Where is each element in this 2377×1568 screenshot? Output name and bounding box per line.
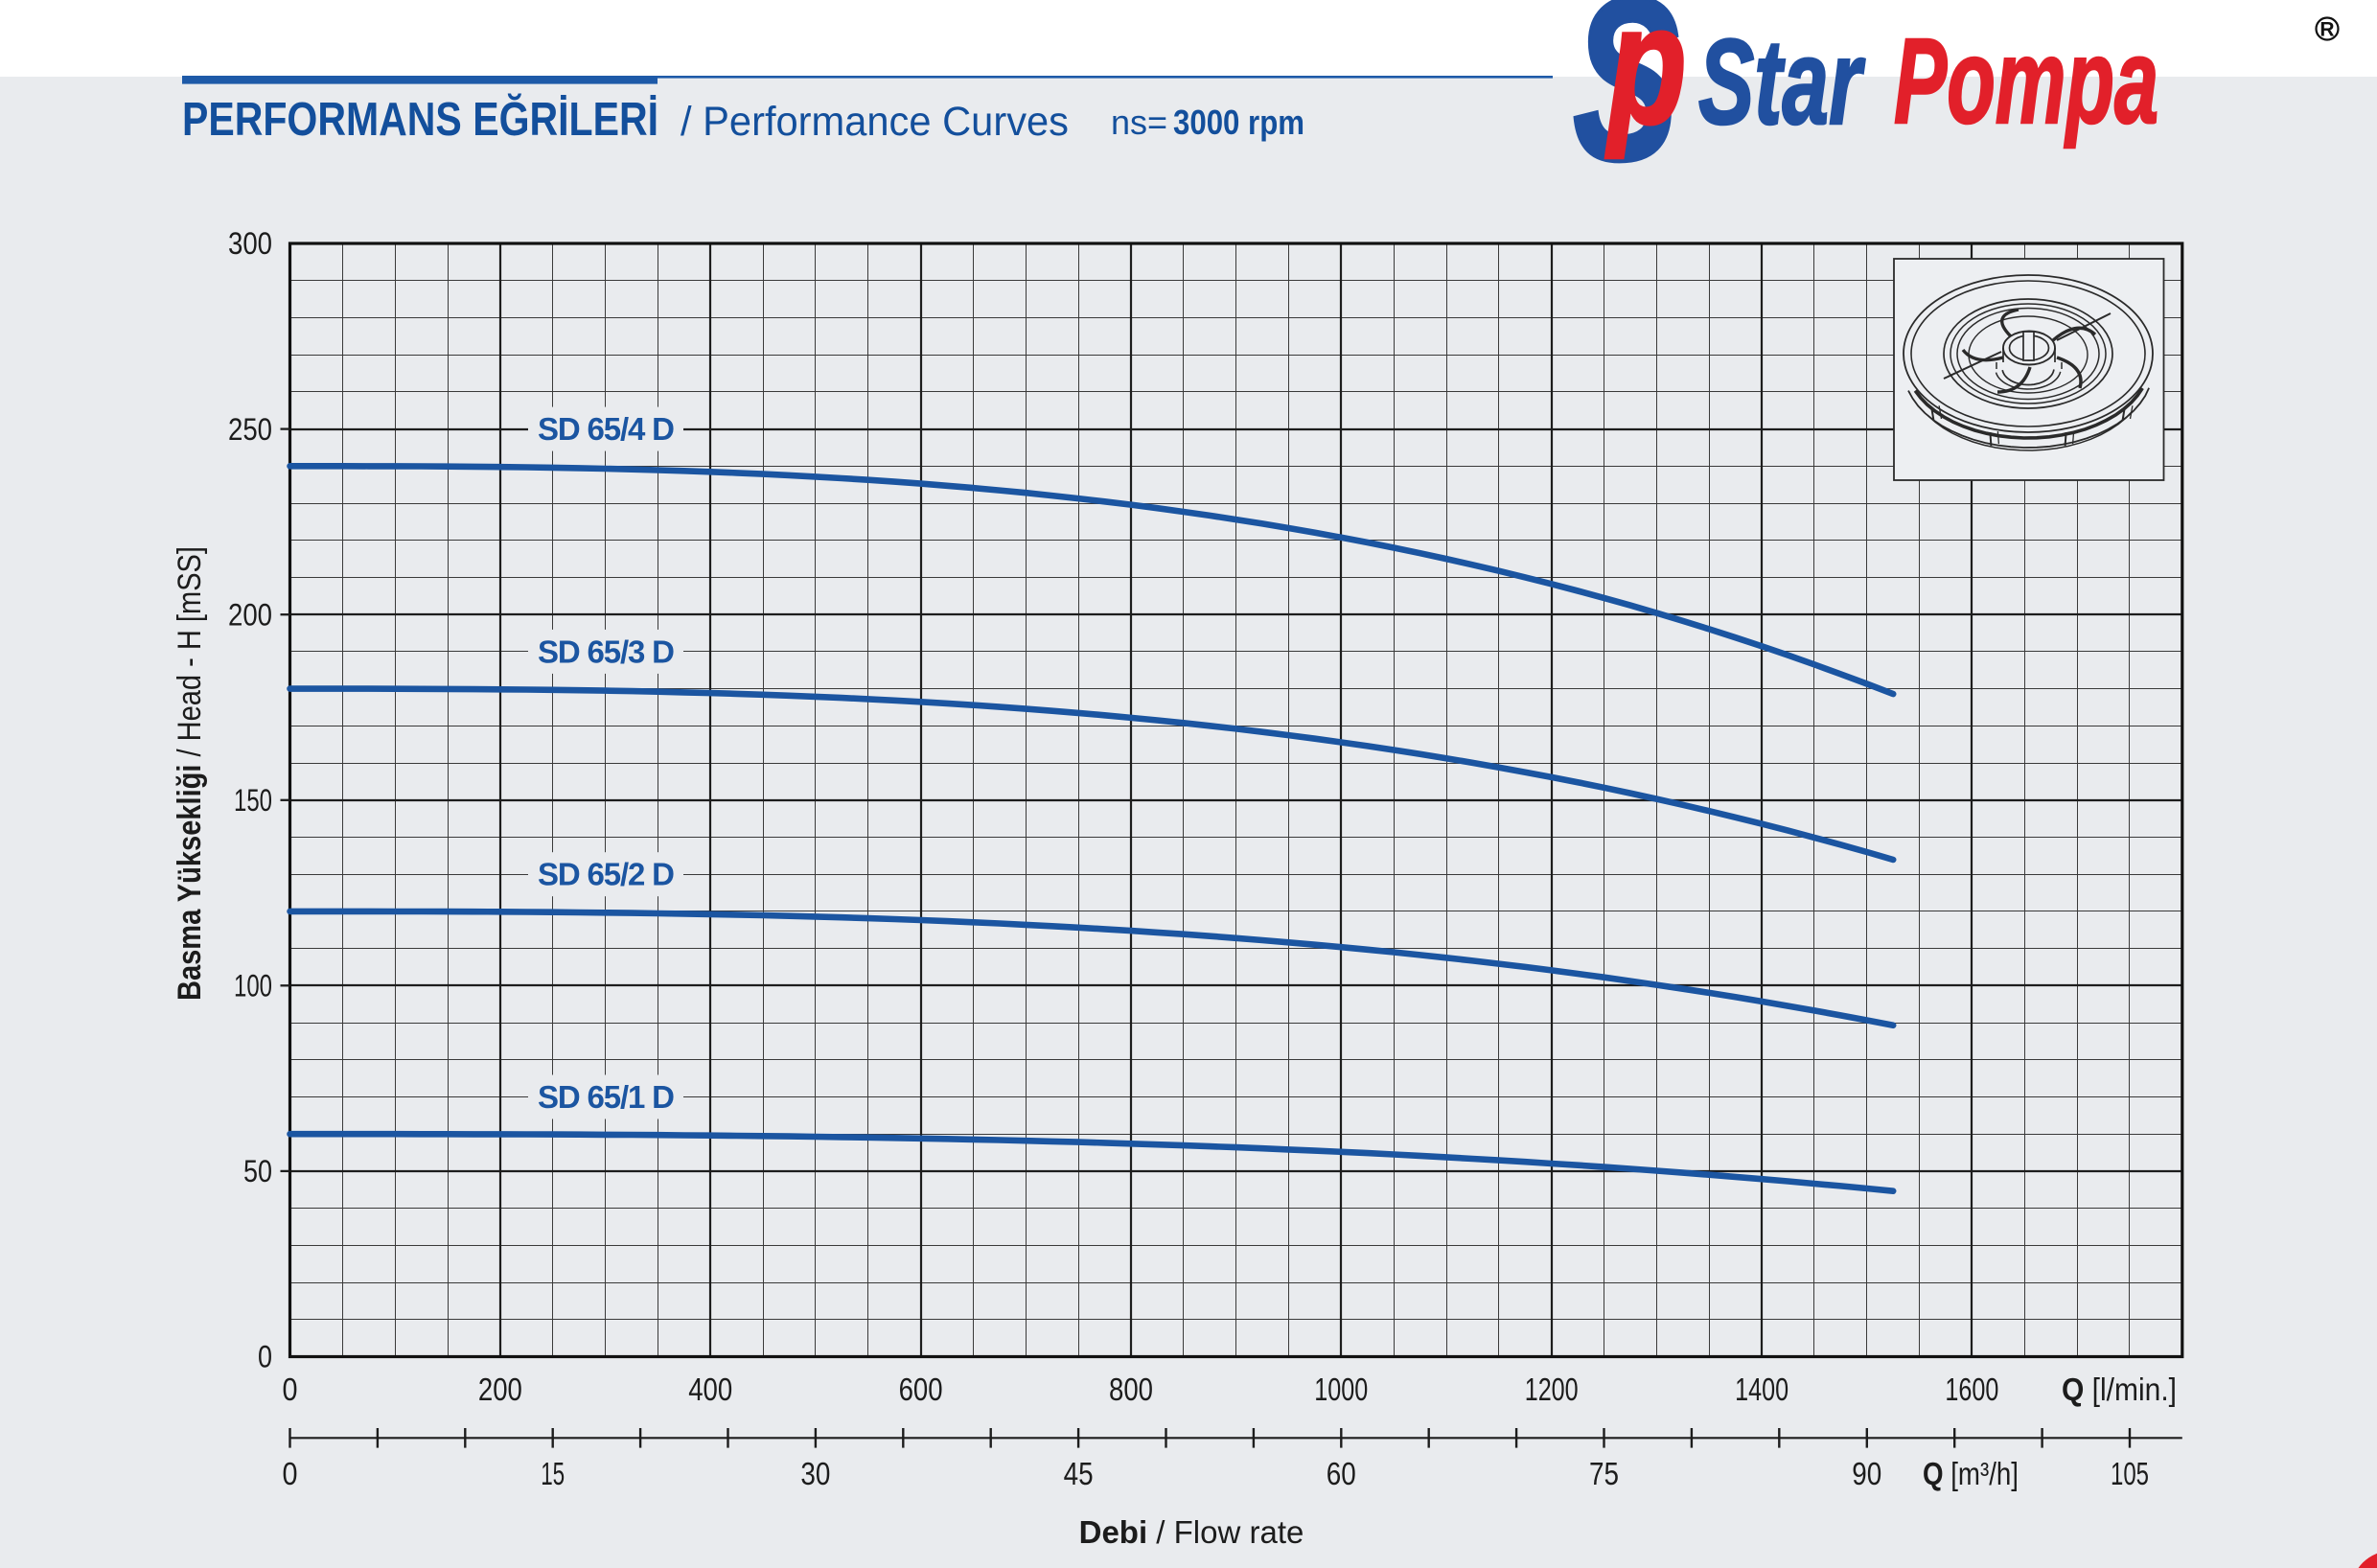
- svg-text:SD 65/3 D: SD 65/3 D: [538, 634, 675, 669]
- svg-text:0: 0: [283, 1372, 298, 1407]
- svg-text:Star: Star: [1698, 14, 1865, 150]
- svg-text:p: p: [1605, 0, 1687, 159]
- svg-text:R: R: [2319, 19, 2334, 41]
- svg-text:1600: 1600: [1945, 1372, 1998, 1407]
- svg-text:Basma Yüksekliği / Head - H [m: Basma Yüksekliği / Head - H [mSS]: [172, 546, 208, 1001]
- svg-text:SD 65/2 D: SD 65/2 D: [538, 857, 675, 892]
- svg-text:0: 0: [283, 1456, 298, 1491]
- svg-text:300: 300: [228, 226, 272, 261]
- svg-text:400: 400: [688, 1372, 732, 1407]
- svg-text:600: 600: [899, 1372, 943, 1407]
- svg-text:SD 65/1 D: SD 65/1 D: [538, 1079, 675, 1115]
- svg-text:30: 30: [800, 1456, 830, 1491]
- svg-text:60: 60: [1327, 1456, 1356, 1491]
- svg-text:3000 rpm: 3000 rpm: [1173, 103, 1304, 142]
- svg-text:1400: 1400: [1735, 1372, 1789, 1407]
- svg-text:SD 65/4 D: SD 65/4 D: [538, 411, 675, 447]
- svg-text:PERFORMANS EĞRİLERİ: PERFORMANS EĞRİLERİ: [182, 94, 658, 146]
- svg-text:/ Performance Curves: / Performance Curves: [681, 99, 1069, 145]
- svg-text:75: 75: [1589, 1456, 1619, 1491]
- svg-text:Q [l/min.]: Q [l/min.]: [2062, 1372, 2177, 1407]
- svg-text:200: 200: [228, 597, 272, 632]
- svg-text:50: 50: [243, 1154, 272, 1188]
- svg-text:S: S: [1573, 0, 1679, 208]
- svg-text:ns=: ns=: [1111, 103, 1167, 142]
- svg-text:1200: 1200: [1525, 1372, 1579, 1407]
- svg-text:100: 100: [234, 969, 272, 1003]
- svg-text:150: 150: [234, 783, 272, 818]
- svg-text:90: 90: [1852, 1456, 1881, 1491]
- svg-text:250: 250: [228, 412, 272, 447]
- svg-text:45: 45: [1064, 1456, 1094, 1491]
- svg-text:Pompa: Pompa: [1894, 13, 2158, 149]
- svg-text:15: 15: [541, 1456, 565, 1491]
- svg-text:Debi / Flow rate: Debi / Flow rate: [1079, 1514, 1304, 1550]
- svg-text:Q [m³/h]: Q [m³/h]: [1923, 1456, 2019, 1491]
- svg-text:200: 200: [478, 1372, 522, 1407]
- svg-text:1000: 1000: [1314, 1372, 1368, 1407]
- svg-text:0: 0: [258, 1340, 272, 1374]
- svg-text:105: 105: [2111, 1456, 2149, 1491]
- svg-text:800: 800: [1109, 1372, 1153, 1407]
